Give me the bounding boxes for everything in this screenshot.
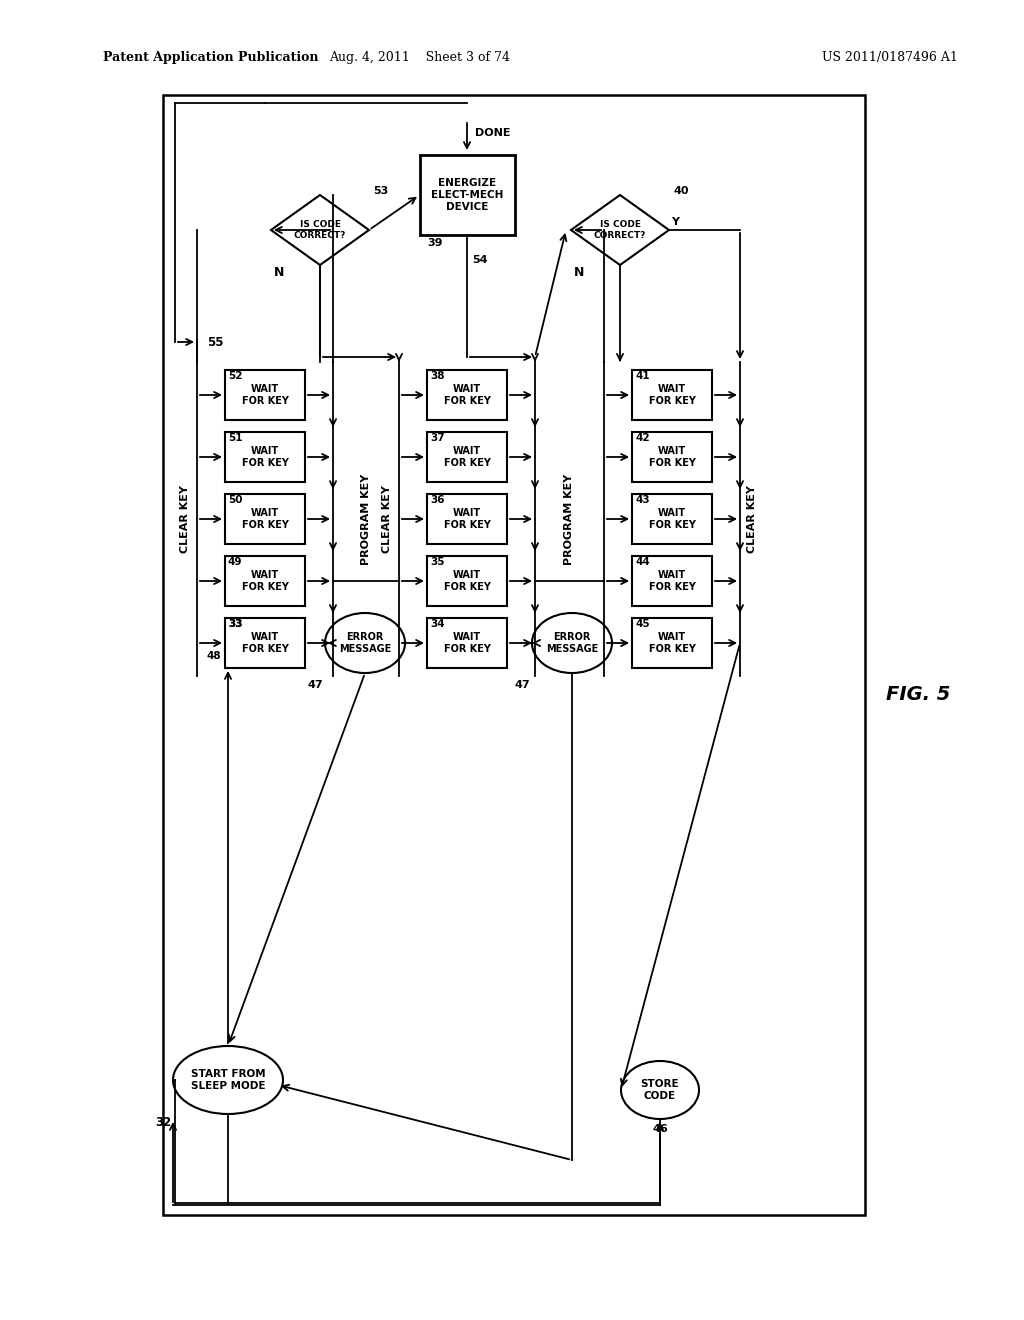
Text: WAIT
FOR KEY: WAIT FOR KEY (443, 446, 490, 467)
Text: Y: Y (671, 216, 679, 227)
Bar (225, 556, 305, 606)
Text: 43: 43 (635, 495, 649, 506)
Text: ERROR
MESSAGE: ERROR MESSAGE (546, 632, 598, 653)
Text: WAIT
FOR KEY: WAIT FOR KEY (242, 384, 289, 405)
Text: 49: 49 (228, 557, 243, 568)
Text: Aug. 4, 2011    Sheet 3 of 74: Aug. 4, 2011 Sheet 3 of 74 (330, 50, 511, 63)
Text: PROGRAM KEY: PROGRAM KEY (361, 474, 371, 565)
Bar (225, 432, 305, 482)
Text: WAIT
FOR KEY: WAIT FOR KEY (242, 570, 289, 591)
Text: IS CODE
CORRECT?: IS CODE CORRECT? (294, 220, 346, 240)
Bar (427, 432, 507, 482)
Polygon shape (571, 195, 669, 265)
Text: 45: 45 (635, 619, 649, 630)
Text: N: N (573, 267, 584, 280)
Bar (427, 370, 507, 420)
Bar (427, 494, 507, 544)
Text: WAIT
FOR KEY: WAIT FOR KEY (648, 570, 695, 591)
Ellipse shape (532, 612, 612, 673)
Text: 54: 54 (472, 255, 487, 265)
Bar (225, 618, 305, 668)
Text: 33: 33 (228, 619, 243, 630)
Text: Patent Application Publication: Patent Application Publication (103, 50, 318, 63)
Bar (632, 618, 712, 668)
Text: WAIT
FOR KEY: WAIT FOR KEY (648, 632, 695, 653)
Text: CLEAR KEY: CLEAR KEY (746, 484, 757, 553)
Text: 55: 55 (207, 335, 223, 348)
Text: 42: 42 (635, 433, 649, 444)
Text: 47: 47 (514, 680, 530, 690)
Bar (632, 494, 712, 544)
Text: ERROR
MESSAGE: ERROR MESSAGE (339, 632, 391, 653)
Polygon shape (271, 195, 369, 265)
Bar (163, 95, 865, 1214)
Text: 48: 48 (207, 651, 221, 661)
Text: 39: 39 (427, 238, 443, 248)
Text: WAIT
FOR KEY: WAIT FOR KEY (242, 508, 289, 529)
Text: 37: 37 (430, 433, 444, 444)
Text: WAIT
FOR KEY: WAIT FOR KEY (443, 384, 490, 405)
Text: 50: 50 (228, 495, 243, 506)
Text: 41: 41 (635, 371, 649, 381)
Ellipse shape (621, 1061, 699, 1119)
Text: 44: 44 (635, 557, 650, 568)
Bar (632, 432, 712, 482)
Text: N: N (273, 267, 285, 280)
Bar (427, 618, 507, 668)
Bar (225, 494, 305, 544)
Text: 53: 53 (373, 186, 388, 195)
Text: 47: 47 (307, 680, 323, 690)
Text: 32: 32 (155, 1115, 171, 1129)
Text: WAIT
FOR KEY: WAIT FOR KEY (443, 632, 490, 653)
Text: CLEAR KEY: CLEAR KEY (382, 484, 392, 553)
Text: 35: 35 (430, 557, 444, 568)
Text: 51: 51 (228, 433, 243, 444)
Bar (632, 370, 712, 420)
Text: 52: 52 (228, 371, 243, 381)
Text: 33: 33 (228, 619, 243, 630)
Text: PROGRAM KEY: PROGRAM KEY (564, 474, 574, 565)
Text: START FROM
SLEEP MODE: START FROM SLEEP MODE (190, 1069, 265, 1090)
Text: 36: 36 (430, 495, 444, 506)
Text: STORE
CODE: STORE CODE (641, 1080, 679, 1101)
Text: 34: 34 (430, 619, 444, 630)
Text: 38: 38 (430, 371, 444, 381)
Text: WAIT
FOR KEY: WAIT FOR KEY (648, 508, 695, 529)
Ellipse shape (173, 1045, 283, 1114)
Bar (225, 370, 305, 420)
Bar (420, 154, 514, 235)
Text: WAIT
FOR KEY: WAIT FOR KEY (443, 508, 490, 529)
Text: US 2011/0187496 A1: US 2011/0187496 A1 (822, 50, 957, 63)
Text: WAIT
FOR KEY: WAIT FOR KEY (242, 632, 289, 653)
Text: ENERGIZE
ELECT-MECH
DEVICE: ENERGIZE ELECT-MECH DEVICE (431, 178, 503, 211)
Text: 46: 46 (652, 1125, 668, 1134)
Text: 40: 40 (673, 186, 688, 195)
Text: WAIT
FOR KEY: WAIT FOR KEY (648, 384, 695, 405)
Text: FIG. 5: FIG. 5 (886, 685, 950, 705)
Text: WAIT
FOR KEY: WAIT FOR KEY (242, 446, 289, 467)
Text: IS CODE
CORRECT?: IS CODE CORRECT? (594, 220, 646, 240)
Text: WAIT
FOR KEY: WAIT FOR KEY (443, 570, 490, 591)
Text: DONE: DONE (475, 128, 511, 139)
Bar (427, 556, 507, 606)
Ellipse shape (325, 612, 406, 673)
Text: WAIT
FOR KEY: WAIT FOR KEY (648, 446, 695, 467)
Bar (632, 556, 712, 606)
Text: CLEAR KEY: CLEAR KEY (180, 484, 190, 553)
